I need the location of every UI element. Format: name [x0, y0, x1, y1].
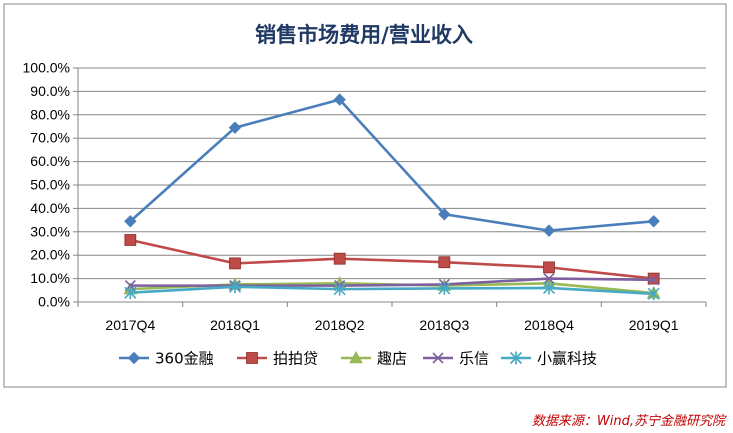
legend-label: 拍拍贷 [273, 350, 318, 368]
y-tick-label: 20.0% [30, 247, 70, 263]
y-tick-label: 50.0% [30, 177, 70, 193]
y-tick-label: 70.0% [30, 130, 70, 146]
data-point [438, 208, 451, 221]
data-point [228, 280, 242, 294]
series-0 [124, 93, 660, 237]
legend-item: 乐信 [423, 350, 489, 368]
y-tick-label: 100.0% [23, 60, 70, 76]
legend-swatch-marker [509, 351, 523, 365]
legend-swatch-marker [349, 350, 363, 364]
series-4 [124, 280, 660, 301]
y-tick-label: 10.0% [30, 270, 70, 286]
data-point [124, 215, 137, 228]
data-point [333, 252, 346, 265]
data-point [648, 274, 660, 286]
data-point [647, 215, 660, 228]
legend-swatch-marker [432, 352, 444, 364]
source-note: 数据来源：Wind,苏宁金融研究院 [531, 414, 725, 429]
legend-label: 小赢科技 [537, 350, 597, 368]
x-tick-label: 2018Q4 [524, 317, 574, 333]
data-point [438, 281, 451, 295]
series-line [130, 285, 654, 296]
data-point [333, 93, 346, 106]
data-point [543, 261, 555, 274]
data-point [647, 287, 660, 301]
x-tick-label: 2017Q4 [105, 317, 155, 333]
legend-item: 小赢科技 [501, 350, 597, 368]
legend-item: 趣店 [341, 350, 407, 368]
legend-label: 乐信 [459, 350, 489, 368]
y-tick-label: 90.0% [30, 83, 70, 99]
data-point [542, 281, 556, 295]
y-tick-label: 0.0% [38, 294, 70, 310]
series-line [129, 98, 654, 232]
y-tick-label: 30.0% [30, 223, 70, 239]
y-tick-label: 40.0% [30, 200, 70, 216]
y-tick-label: 80.0% [30, 106, 70, 122]
x-tick-label: 2018Q1 [210, 317, 260, 333]
data-point [124, 286, 137, 300]
legend-item: 360金融 [119, 350, 214, 368]
legend-swatch-marker [127, 351, 141, 365]
y-tick-label: 60.0% [30, 153, 70, 169]
legend-label: 趣店 [377, 350, 407, 368]
series-line [130, 277, 654, 287]
data-point [542, 224, 556, 237]
data-point [229, 257, 241, 270]
data-point [543, 273, 555, 285]
x-tick-label: 2018Q2 [315, 317, 365, 333]
series-line [130, 238, 654, 280]
x-tick-label: 2018Q3 [419, 317, 469, 333]
x-tick-label: 2019Q1 [629, 317, 679, 333]
legend-label: 360金融 [155, 350, 214, 368]
data-point [438, 256, 451, 269]
chart-title: 销售市场费用/营业收入 [255, 22, 473, 47]
legend-item: 拍拍贷 [237, 350, 318, 368]
data-point [124, 234, 137, 246]
data-point [228, 121, 242, 134]
legend-swatch-marker [246, 352, 258, 364]
data-point [333, 282, 346, 296]
